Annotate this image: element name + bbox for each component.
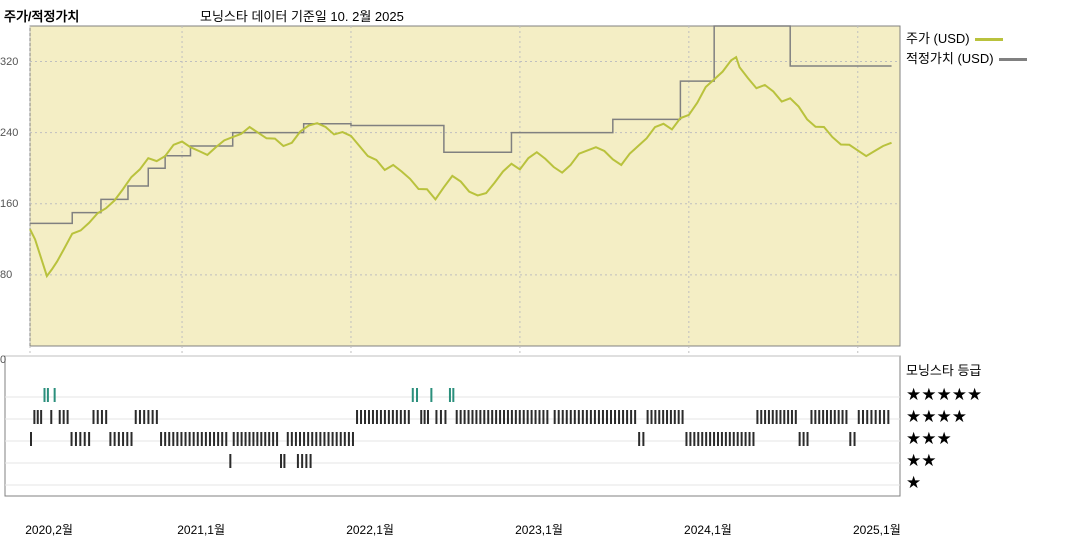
rating-zero-label: 0 xyxy=(0,354,6,366)
x-tick-label: 2023,1월 xyxy=(515,521,563,538)
x-tick-label: 2020,2월 xyxy=(25,521,73,538)
legend-price-label: 주가 (USD) xyxy=(906,31,970,46)
legend-fair-swatch xyxy=(999,58,1027,61)
legend-price-swatch xyxy=(975,38,1003,41)
x-tick-label: 2021,1월 xyxy=(177,521,225,538)
y-tick-label: 80 xyxy=(0,269,12,281)
x-tick-label: 2025,1월 xyxy=(853,521,901,538)
rating-title: 모닝스타 등급 xyxy=(906,360,981,379)
y-tick-label: 160 xyxy=(0,198,18,210)
star-row: ★ xyxy=(906,472,921,494)
x-tick-label: 2022,1월 xyxy=(346,521,394,538)
star-row: ★★ xyxy=(906,450,936,472)
legend-price: 주가 (USD) xyxy=(906,28,1003,47)
legend-fair: 적정가치 (USD) xyxy=(906,48,1027,67)
legend-fair-label: 적정가치 (USD) xyxy=(906,51,994,66)
y-tick-label: 320 xyxy=(0,56,18,68)
star-row: ★★★ xyxy=(906,428,952,450)
star-row: ★★★★★ xyxy=(906,384,982,406)
star-row: ★★★★ xyxy=(906,406,967,428)
x-tick-label: 2024,1월 xyxy=(684,521,732,538)
y-tick-label: 240 xyxy=(0,127,18,139)
rating-chart xyxy=(0,0,300,150)
